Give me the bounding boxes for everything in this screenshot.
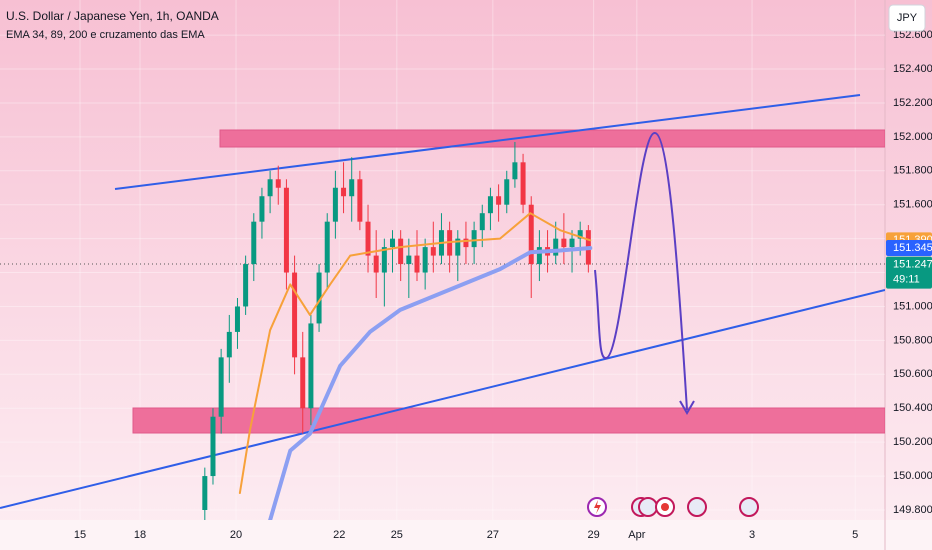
arrow-head bbox=[679, 400, 695, 415]
candle-body bbox=[316, 272, 322, 324]
y-tick-label: 150.800 bbox=[893, 334, 932, 346]
event-icon[interactable] bbox=[687, 497, 707, 517]
lower-trendline bbox=[0, 289, 885, 509]
candle-body bbox=[373, 255, 379, 273]
candle-body bbox=[430, 247, 436, 256]
candle-body bbox=[422, 247, 428, 273]
candle-body bbox=[455, 238, 461, 256]
candle-body bbox=[259, 196, 265, 222]
x-tick-label: 25 bbox=[391, 529, 403, 541]
y-tick-label: 150.000 bbox=[893, 470, 932, 482]
candle-body bbox=[324, 221, 330, 273]
y-tick-label: 150.400 bbox=[893, 402, 932, 414]
y-tick-label: 152.000 bbox=[893, 131, 932, 143]
candle-body bbox=[210, 416, 216, 477]
candle-body bbox=[569, 238, 575, 248]
candle-body bbox=[512, 162, 518, 180]
candle-body bbox=[332, 187, 338, 222]
candle-body bbox=[398, 238, 404, 265]
candle-body bbox=[341, 187, 347, 197]
projection bbox=[594, 131, 695, 415]
y-tick-label: 152.600 bbox=[893, 29, 932, 41]
candle-body bbox=[267, 179, 273, 197]
x-tick-label: 29 bbox=[588, 529, 600, 541]
y-tick-label: 151.000 bbox=[893, 300, 932, 312]
candle-body bbox=[496, 196, 502, 205]
currency-label: JPY bbox=[897, 12, 918, 24]
candle-body bbox=[520, 162, 526, 205]
event-icon[interactable] bbox=[638, 497, 658, 517]
price-tag-label: 151.345 bbox=[893, 242, 932, 254]
projected-path bbox=[594, 131, 688, 411]
x-tick-label: 3 bbox=[749, 529, 755, 541]
x-tick-label: 5 bbox=[852, 529, 858, 541]
candle-body bbox=[553, 238, 559, 256]
candle-body bbox=[243, 264, 249, 307]
candle-body bbox=[357, 179, 363, 222]
y-tick-label: 151.800 bbox=[893, 165, 932, 177]
x-tick-label: 22 bbox=[333, 529, 345, 541]
y-tick-label: 149.800 bbox=[893, 504, 932, 516]
candle-body bbox=[283, 187, 289, 273]
candle-body bbox=[365, 221, 371, 256]
series bbox=[202, 141, 593, 520]
axes: 149.800 150.000 150.200 150.400 150.600 150.8… bbox=[74, 29, 932, 541]
support-zone bbox=[132, 407, 885, 434]
candle-body bbox=[226, 331, 232, 358]
candle-body bbox=[487, 196, 493, 214]
price-tag bbox=[886, 256, 932, 289]
upper-trendline bbox=[114, 94, 861, 190]
event-icon-dot bbox=[661, 503, 669, 511]
x-tick-label: Apr bbox=[628, 529, 645, 541]
candle-body bbox=[381, 247, 387, 273]
candle-body bbox=[390, 238, 396, 248]
ema-line bbox=[238, 212, 592, 495]
candle-body bbox=[218, 357, 224, 417]
y-tick-label: 152.400 bbox=[893, 63, 932, 75]
drawings bbox=[0, 94, 885, 509]
y-tick-label: 151.600 bbox=[893, 199, 932, 211]
event-icon[interactable] bbox=[739, 497, 759, 517]
candle-body bbox=[275, 179, 281, 188]
event-icon-bolt bbox=[594, 500, 601, 514]
candle-body bbox=[292, 272, 298, 358]
candle-body bbox=[406, 255, 412, 265]
candle-body bbox=[528, 204, 534, 265]
candle-body bbox=[463, 238, 469, 248]
indicator-legend: EMA 34, 89, 200 e cruzamento das EMA bbox=[6, 29, 205, 41]
event-icons bbox=[587, 497, 759, 517]
x-axis-strip bbox=[0, 520, 932, 550]
candle-body bbox=[300, 357, 306, 409]
currency-button[interactable] bbox=[888, 4, 926, 32]
x-tick-label: 20 bbox=[230, 529, 242, 541]
candle-body bbox=[202, 476, 208, 510]
candle-body bbox=[251, 221, 257, 265]
candle-body bbox=[471, 230, 477, 248]
y-tick-label: 150.200 bbox=[893, 436, 932, 448]
candle-body bbox=[479, 213, 485, 231]
x-tick-label: 15 bbox=[74, 529, 86, 541]
candle-body bbox=[414, 255, 420, 273]
countdown-label: 49:11 bbox=[893, 273, 920, 285]
resistance-zone bbox=[219, 129, 885, 148]
chart-title: U.S. Dollar / Japanese Yen, 1h, OANDA bbox=[6, 9, 219, 23]
price-tag bbox=[886, 239, 932, 256]
candle-body bbox=[234, 306, 240, 332]
y-tick-label: 152.200 bbox=[893, 97, 932, 109]
x-tick-label: 27 bbox=[487, 529, 499, 541]
candle-body bbox=[308, 323, 314, 409]
candle-body bbox=[504, 179, 510, 205]
candle-body bbox=[536, 247, 542, 265]
candle-body bbox=[349, 179, 355, 197]
price-tag-label: 151.247 bbox=[893, 258, 932, 270]
candle-body bbox=[561, 238, 567, 248]
x-tick-label: 18 bbox=[134, 529, 146, 541]
ema-line bbox=[268, 245, 593, 520]
candle-body bbox=[577, 230, 583, 239]
y-tick-label: 150.600 bbox=[893, 368, 932, 380]
